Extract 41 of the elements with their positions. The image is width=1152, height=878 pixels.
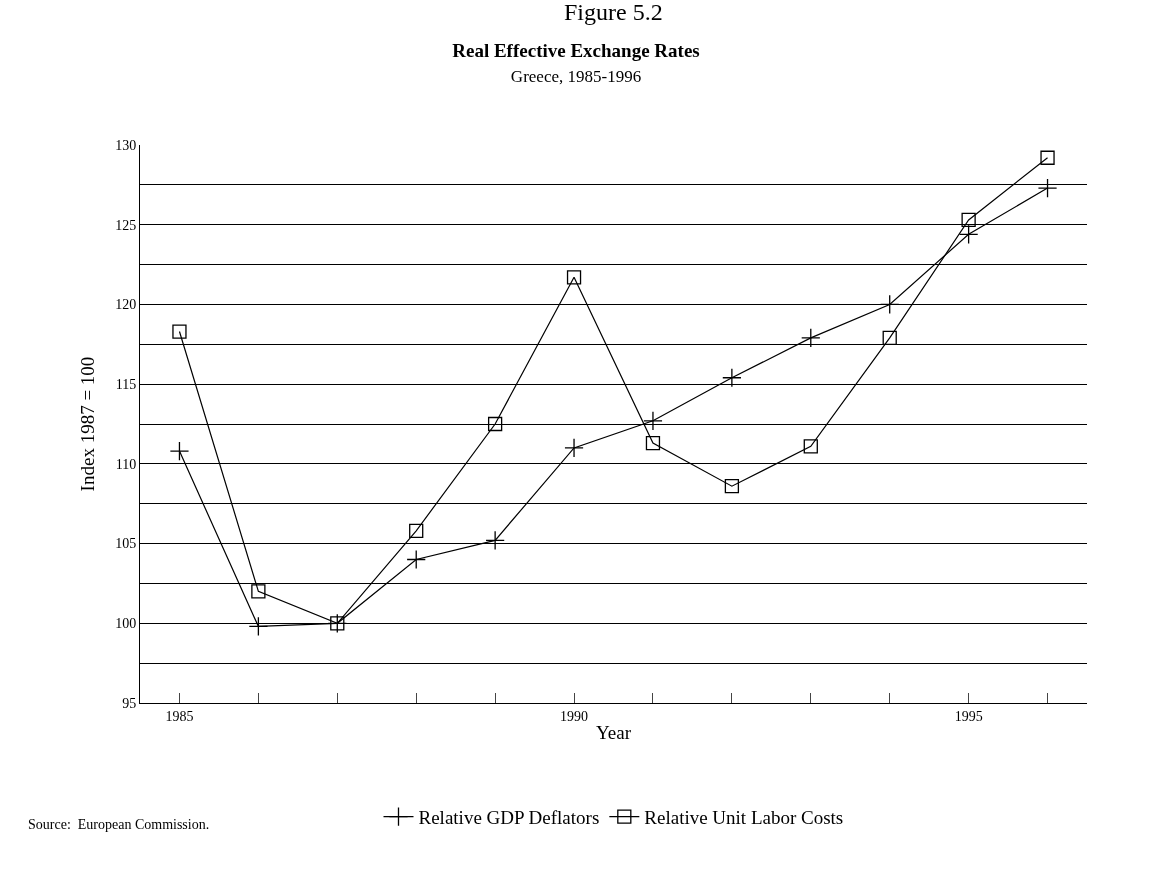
chart-title: Real Effective Exchange Rates [452,40,700,62]
point [722,368,742,388]
x-tick-label: 1995 [954,708,983,724]
y-axis-title: Index 1987 = 100 [77,356,99,492]
point [172,324,187,339]
y-tick-label: 130 [115,137,137,153]
x-tick-label: 1985 [165,708,194,724]
point [251,584,266,599]
x-tick-label: 1990 [560,708,589,724]
point [801,328,821,348]
point [406,549,426,570]
y-tick-label: 125 [115,217,137,233]
chart-subtitle: Greece, 1985-1996 [510,66,642,86]
legend-label: Relative Unit Labor Costs [644,807,844,829]
point [487,416,503,432]
point [645,435,661,451]
point [1037,178,1058,198]
y-tick-label: 120 [115,297,137,313]
y-tick-label: 115 [115,377,137,393]
point [958,224,979,245]
point [169,441,190,461]
point [724,479,740,494]
point [643,411,663,431]
point [803,439,818,454]
point [248,616,269,637]
point [882,330,897,346]
y-tick-label: 110 [115,456,137,472]
point [879,294,900,315]
y-tick-label: 100 [115,616,137,632]
point [961,212,976,228]
source-note: Source: European Commission. [28,817,210,832]
x-axis-title: Year [595,721,632,743]
point [1040,150,1055,165]
caption: Figure 5.2 [564,0,663,25]
y-tick-label: 95 [122,695,137,711]
point [566,270,582,285]
point [485,530,505,551]
y-tick-label: 105 [115,536,137,552]
legend-label: Relative GDP Deflators [418,807,600,829]
point [564,438,584,458]
point [409,523,424,538]
